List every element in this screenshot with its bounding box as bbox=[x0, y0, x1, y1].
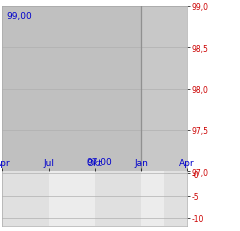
Bar bbox=[95, 171, 141, 226]
Bar bbox=[141, 171, 164, 226]
Bar bbox=[2, 171, 48, 226]
Text: 97,00: 97,00 bbox=[87, 158, 112, 167]
Bar bbox=[48, 171, 95, 226]
Bar bbox=[164, 171, 187, 226]
Text: 99,00: 99,00 bbox=[6, 12, 32, 21]
